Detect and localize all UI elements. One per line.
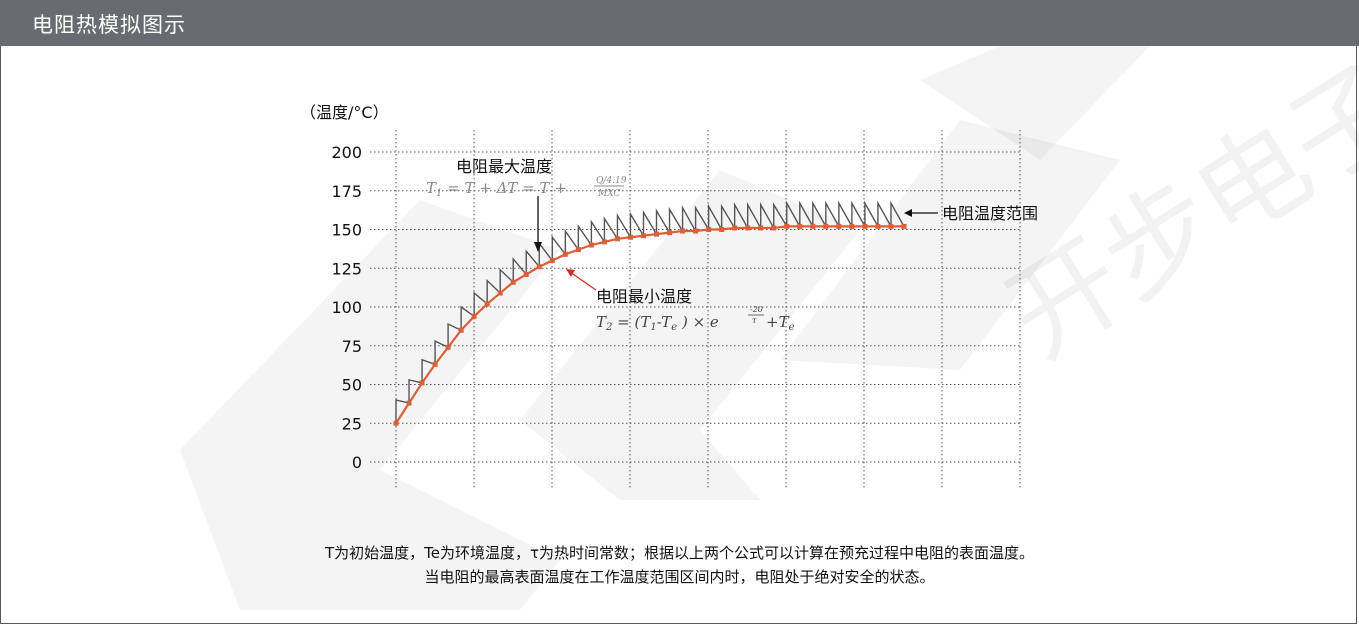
svg-text:T1 = T + ΔT = T +: T1 = T + ΔT = T + bbox=[426, 179, 567, 199]
y-tick-label: 200 bbox=[331, 143, 362, 162]
y-tick-label: 150 bbox=[331, 221, 362, 240]
range-arrowhead bbox=[904, 209, 912, 217]
series-min-line bbox=[395, 225, 904, 424]
min-temp-arrow bbox=[569, 271, 597, 291]
max-temp-label: 电阻最大温度 bbox=[456, 157, 552, 176]
chart-axes: 0 25 50 75 100 125 150 175 200 bbox=[331, 143, 362, 472]
series-max-line bbox=[395, 200, 905, 424]
min-temp-arrowhead bbox=[566, 269, 575, 277]
min-point bbox=[901, 223, 907, 229]
range-label: 电阻温度范围 bbox=[942, 204, 1038, 223]
min-point bbox=[562, 251, 568, 257]
max-temp-formula: T1 = T + ΔT = T + Q/4.19 MXC bbox=[426, 176, 627, 199]
min-point bbox=[406, 400, 412, 406]
y-tick-label: 50 bbox=[342, 376, 362, 395]
min-point bbox=[601, 239, 607, 245]
min-point bbox=[588, 242, 594, 248]
min-point bbox=[797, 223, 803, 229]
min-point bbox=[836, 223, 842, 229]
min-point bbox=[862, 223, 868, 229]
min-point bbox=[575, 247, 581, 253]
min-point bbox=[432, 361, 438, 367]
min-point bbox=[745, 225, 751, 231]
min-point bbox=[536, 264, 542, 270]
min-point bbox=[523, 271, 529, 277]
min-point bbox=[667, 230, 673, 236]
min-point bbox=[497, 290, 503, 296]
svg-text:τ: τ bbox=[752, 316, 757, 325]
y-axis-label: （温度/°C） bbox=[300, 103, 389, 122]
min-point bbox=[393, 420, 399, 426]
min-point bbox=[419, 380, 425, 386]
min-point bbox=[888, 223, 894, 229]
min-point bbox=[849, 223, 855, 229]
page-title: 电阻热模拟图示 bbox=[32, 13, 186, 37]
min-point bbox=[654, 231, 660, 237]
min-point bbox=[719, 227, 725, 232]
y-tick-label: 100 bbox=[331, 298, 362, 317]
min-point bbox=[771, 225, 777, 231]
svg-text:Q/4.19: Q/4.19 bbox=[596, 176, 627, 186]
min-point bbox=[732, 225, 738, 231]
min-point bbox=[445, 344, 451, 350]
min-point bbox=[549, 258, 555, 263]
min-point bbox=[458, 327, 464, 333]
series-max-temperature bbox=[395, 200, 905, 424]
min-point bbox=[758, 225, 764, 231]
min-point bbox=[823, 223, 829, 229]
series-min-temperature bbox=[393, 223, 907, 426]
min-point bbox=[693, 228, 699, 234]
min-point bbox=[784, 223, 790, 229]
note-line-1: T为初始温度，Te为环境温度，τ为热时间常数；根据以上两个公式可以计算在预充过程… bbox=[324, 544, 1035, 562]
min-point bbox=[614, 236, 620, 242]
min-point bbox=[875, 223, 881, 229]
min-point bbox=[484, 301, 490, 307]
y-tick-label: 25 bbox=[342, 414, 362, 433]
min-point bbox=[510, 279, 516, 285]
y-tick-label: 0 bbox=[352, 453, 362, 472]
min-point bbox=[471, 313, 477, 319]
svg-text:T2 = (T1-Te ) × e: T2 = (T1-Te ) × e bbox=[596, 313, 719, 333]
min-temp-label: 电阻最小温度 bbox=[596, 287, 692, 306]
min-temp-formula: T2 = (T1-Te ) × e -20 τ +Te bbox=[596, 305, 795, 333]
min-point bbox=[627, 234, 633, 240]
min-point bbox=[640, 233, 646, 239]
y-tick-label: 125 bbox=[331, 259, 362, 278]
svg-text:-20: -20 bbox=[750, 305, 763, 314]
svg-text:+Te: +Te bbox=[766, 313, 795, 333]
max-temp-arrowhead bbox=[534, 242, 542, 252]
min-point bbox=[810, 223, 816, 229]
note-line-2: 当电阻的最高表面温度在工作温度范围区间内时，电阻处于绝对安全的状态。 bbox=[424, 568, 935, 586]
min-point bbox=[680, 228, 686, 234]
y-tick-label: 175 bbox=[331, 182, 362, 201]
header-bar: 电阻热模拟图示 bbox=[0, 0, 1359, 46]
min-point bbox=[706, 227, 712, 232]
svg-text:MXC: MXC bbox=[597, 189, 620, 199]
y-tick-label: 75 bbox=[342, 337, 362, 356]
